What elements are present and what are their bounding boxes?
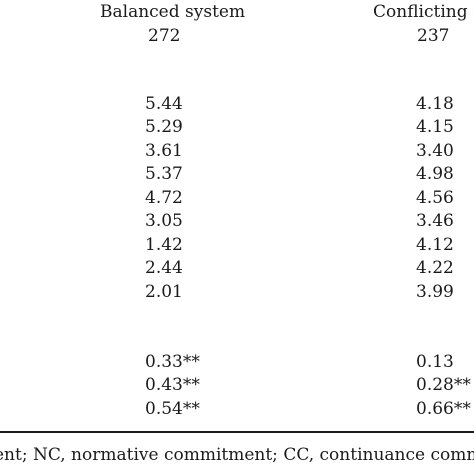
cell-conflicting: 4.98 xyxy=(416,164,454,184)
cell-conflicting: 4.15 xyxy=(416,117,454,137)
cell-balanced: 3.05 xyxy=(145,211,183,231)
column-header-balanced: Balanced system xyxy=(100,2,246,22)
cell-conflicting: 3.40 xyxy=(416,141,454,161)
cell-balanced: 0.54** xyxy=(145,399,200,419)
cell-conflicting: 0.13 xyxy=(416,352,454,372)
cell-conflicting: 0.66** xyxy=(416,399,471,419)
column-n-conflicting: 237 xyxy=(417,26,450,46)
cell-balanced: 2.44 xyxy=(145,258,183,278)
cell-balanced: 4.72 xyxy=(145,188,183,208)
cell-balanced: 0.43** xyxy=(145,375,200,395)
cell-balanced: 5.29 xyxy=(145,117,183,137)
cell-balanced: 5.37 xyxy=(145,164,183,184)
cell-balanced: 1.42 xyxy=(145,235,183,255)
cell-balanced: 2.01 xyxy=(145,282,183,302)
column-n-balanced: 272 xyxy=(148,26,181,46)
cell-conflicting: 4.22 xyxy=(416,258,454,278)
cell-balanced: 3.61 xyxy=(145,141,183,161)
cell-conflicting: 4.56 xyxy=(416,188,454,208)
cell-conflicting: 0.28** xyxy=(416,375,471,395)
cell-conflicting: 3.99 xyxy=(416,282,454,302)
cell-balanced: 0.33** xyxy=(145,352,200,372)
cell-conflicting: 4.12 xyxy=(416,235,454,255)
cell-conflicting: 4.18 xyxy=(416,94,454,114)
cell-conflicting: 3.46 xyxy=(416,211,454,231)
column-header-conflicting: Conflicting s xyxy=(373,2,474,22)
table-bottom-rule xyxy=(0,431,474,433)
cell-balanced: 5.44 xyxy=(145,94,183,114)
table-footnote: ent; NC, normative commitment; CC, conti… xyxy=(0,445,474,465)
